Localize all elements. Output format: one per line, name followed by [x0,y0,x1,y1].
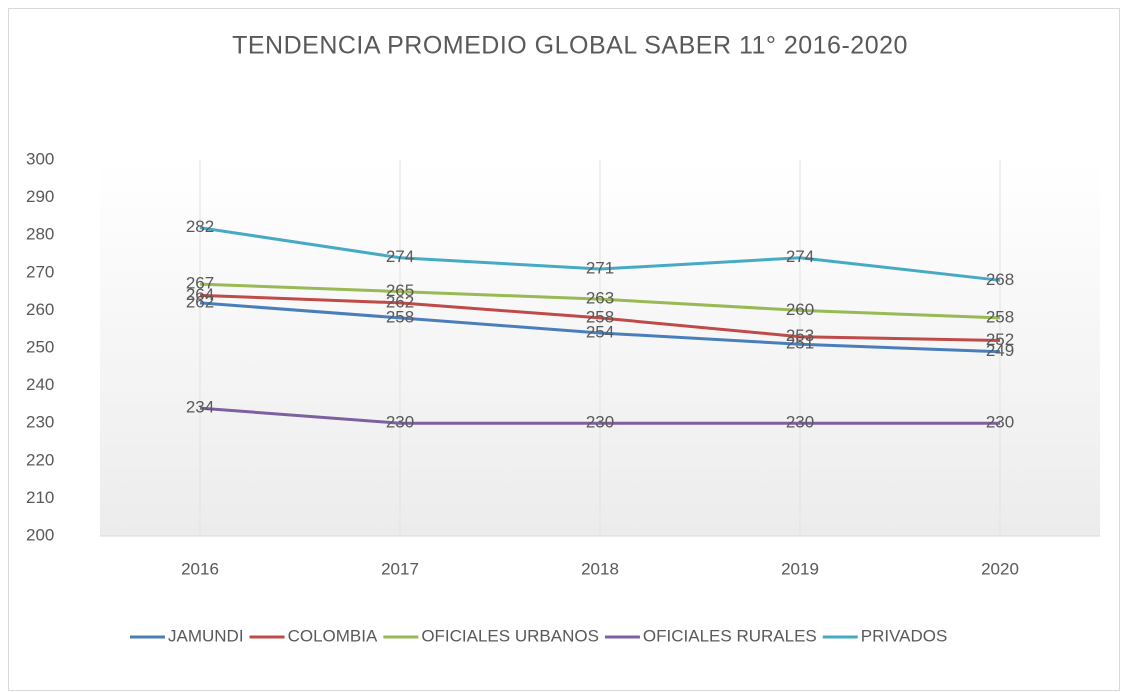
data-label: 230 [586,413,614,432]
data-label: 252 [986,330,1014,349]
y-tick-label: 300 [26,149,54,168]
data-label: 265 [386,281,414,300]
data-label: 268 [986,270,1014,289]
legend-label: OFICIALES URBANOS [421,626,599,645]
data-label: 253 [786,326,814,345]
data-label: 254 [586,322,614,341]
series-line [199,226,1001,282]
series-line [199,293,1001,342]
data-label: 282 [186,217,214,236]
y-tick-label: 220 [26,450,54,469]
y-tick-label: 270 [26,262,54,281]
data-label: 263 [586,289,614,308]
x-tick-label: 2019 [781,559,819,578]
data-label: 230 [386,413,414,432]
data-label: 258 [386,307,414,326]
data-label: 264 [186,285,214,304]
data-label: 267 [186,274,214,293]
series-line [199,301,1001,354]
data-label: 230 [786,413,814,432]
data-label: 234 [186,398,214,417]
legend-label: PRIVADOS [861,626,948,645]
chart-title: TENDENCIA PROMEDIO GLOBAL SABER 11° 2016… [232,32,908,60]
x-tick-label: 2017 [381,559,419,578]
y-tick-label: 210 [26,488,54,507]
y-tick-label: 260 [26,300,54,319]
data-label: 258 [586,307,614,326]
y-tick-label: 240 [26,375,54,394]
data-label: 258 [986,307,1014,326]
data-label: 271 [586,259,614,278]
data-label: 262 [386,292,414,311]
data-label: 249 [986,341,1014,360]
data-label: 262 [186,292,214,311]
y-tick-label: 280 [26,225,54,244]
y-tick-label: 200 [26,525,54,544]
data-label: 260 [786,300,814,319]
data-label: 274 [386,247,414,266]
series-line [199,282,1001,320]
legend-label: COLOMBIA [288,626,378,645]
y-tick-label: 250 [26,337,54,356]
legend-label: OFICIALES RURALES [643,626,817,645]
data-label: 251 [786,334,814,353]
data-label: 230 [986,413,1014,432]
series-line [199,406,1000,425]
y-tick-label: 290 [26,187,54,206]
y-tick-label: 230 [26,413,54,432]
x-tick-label: 2020 [981,559,1019,578]
x-tick-label: 2018 [581,559,619,578]
legend-label: JAMUNDI [168,626,244,645]
data-label: 274 [786,247,814,266]
x-tick-label: 2016 [181,559,219,578]
